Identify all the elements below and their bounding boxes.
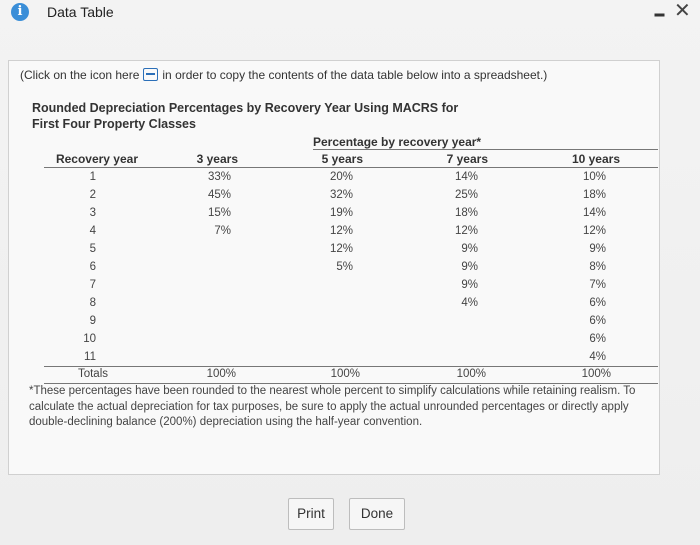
footnote: *These percentages have been rounded to … bbox=[29, 385, 636, 428]
percentage-cell: 33% bbox=[207, 171, 231, 183]
column-header: Recovery year bbox=[55, 152, 138, 166]
copy-hint: (Click on the icon here in order to copy … bbox=[20, 68, 547, 82]
column-header: 3 years bbox=[196, 152, 238, 166]
copy-spreadsheet-icon[interactable] bbox=[143, 68, 159, 81]
percentage-cell: 18% bbox=[454, 207, 478, 219]
percentage-cell: 19% bbox=[329, 207, 353, 219]
hint-text-after: in order to copy the contents of the dat… bbox=[162, 68, 548, 82]
table-heading: Rounded Depreciation Percentages by Reco… bbox=[32, 100, 502, 132]
percentage-cell: 6% bbox=[589, 333, 606, 345]
percentage-cell: 4% bbox=[589, 351, 606, 363]
group-header-rule bbox=[313, 149, 658, 150]
group-header: Percentage by recovery year* bbox=[313, 135, 482, 149]
percentage-cell: 14% bbox=[582, 207, 606, 219]
percentage-cell: 10% bbox=[582, 171, 606, 183]
percentage-cell: 7% bbox=[589, 279, 606, 291]
heading-line-1: Rounded Depreciation Percentages by Reco… bbox=[32, 101, 459, 115]
recovery-year-cell: 7 bbox=[89, 279, 96, 291]
totals-cell: 100% bbox=[330, 368, 360, 380]
percentage-cell: 5% bbox=[336, 261, 353, 273]
title-bar: i Data Table ✕ bbox=[0, 0, 700, 26]
percentage-cell: 14% bbox=[454, 171, 478, 183]
percentage-cell: 12% bbox=[454, 225, 478, 237]
totals-cell: 100% bbox=[206, 368, 236, 380]
done-button[interactable]: Done bbox=[349, 498, 405, 530]
percentage-cell: 9% bbox=[461, 261, 478, 273]
recovery-year-cell: 10 bbox=[83, 333, 96, 345]
recovery-year-cell: 6 bbox=[89, 261, 96, 273]
percentage-cell: 7% bbox=[214, 225, 231, 237]
percentage-cell: 15% bbox=[207, 207, 231, 219]
bottom-rule bbox=[44, 383, 658, 384]
heading-line-2: First Four Property Classes bbox=[32, 117, 196, 131]
window-title: Data Table bbox=[47, 4, 114, 20]
recovery-year-cell: 4 bbox=[89, 225, 96, 237]
percentage-cell: 12% bbox=[329, 243, 353, 255]
recovery-year-cell: 9 bbox=[89, 315, 96, 327]
percentage-cell: 4% bbox=[461, 297, 478, 309]
percentage-cell: 9% bbox=[461, 243, 478, 255]
recovery-year-cell: 5 bbox=[89, 243, 96, 255]
percentage-cell: 45% bbox=[207, 189, 231, 201]
totals-rule bbox=[44, 366, 658, 367]
hint-text-before: (Click on the icon here bbox=[20, 68, 140, 82]
percentage-cell: 32% bbox=[329, 189, 353, 201]
totals-cell: 100% bbox=[581, 368, 611, 380]
percentage-cell: 6% bbox=[589, 315, 606, 327]
percentage-cell: 12% bbox=[582, 225, 606, 237]
percentage-cell: 20% bbox=[329, 171, 353, 183]
column-header: 10 years bbox=[571, 152, 620, 166]
percentage-cell: 12% bbox=[329, 225, 353, 237]
recovery-year-cell: 11 bbox=[84, 351, 96, 363]
percentage-cell: 6% bbox=[589, 297, 606, 309]
column-header: 7 years bbox=[446, 152, 488, 166]
minimize-icon[interactable] bbox=[654, 13, 665, 17]
column-header: 5 years bbox=[321, 152, 363, 166]
percentage-cell: 9% bbox=[461, 279, 478, 291]
totals-label: Totals bbox=[77, 368, 108, 380]
table-panel bbox=[8, 60, 660, 475]
recovery-year-cell: 8 bbox=[89, 297, 96, 309]
percentage-cell: 9% bbox=[589, 243, 606, 255]
info-icon: i bbox=[11, 3, 29, 21]
header-rule bbox=[44, 167, 658, 168]
recovery-year-cell: 1 bbox=[89, 171, 96, 183]
percentage-cell: 18% bbox=[582, 189, 606, 201]
percentage-cell: 25% bbox=[454, 189, 478, 201]
close-icon[interactable]: ✕ bbox=[674, 0, 691, 22]
percentage-cell: 8% bbox=[589, 261, 606, 273]
recovery-year-cell: 3 bbox=[89, 207, 96, 219]
recovery-year-cell: 2 bbox=[89, 189, 96, 201]
print-button[interactable]: Print bbox=[288, 498, 334, 530]
totals-cell: 100% bbox=[456, 368, 486, 380]
